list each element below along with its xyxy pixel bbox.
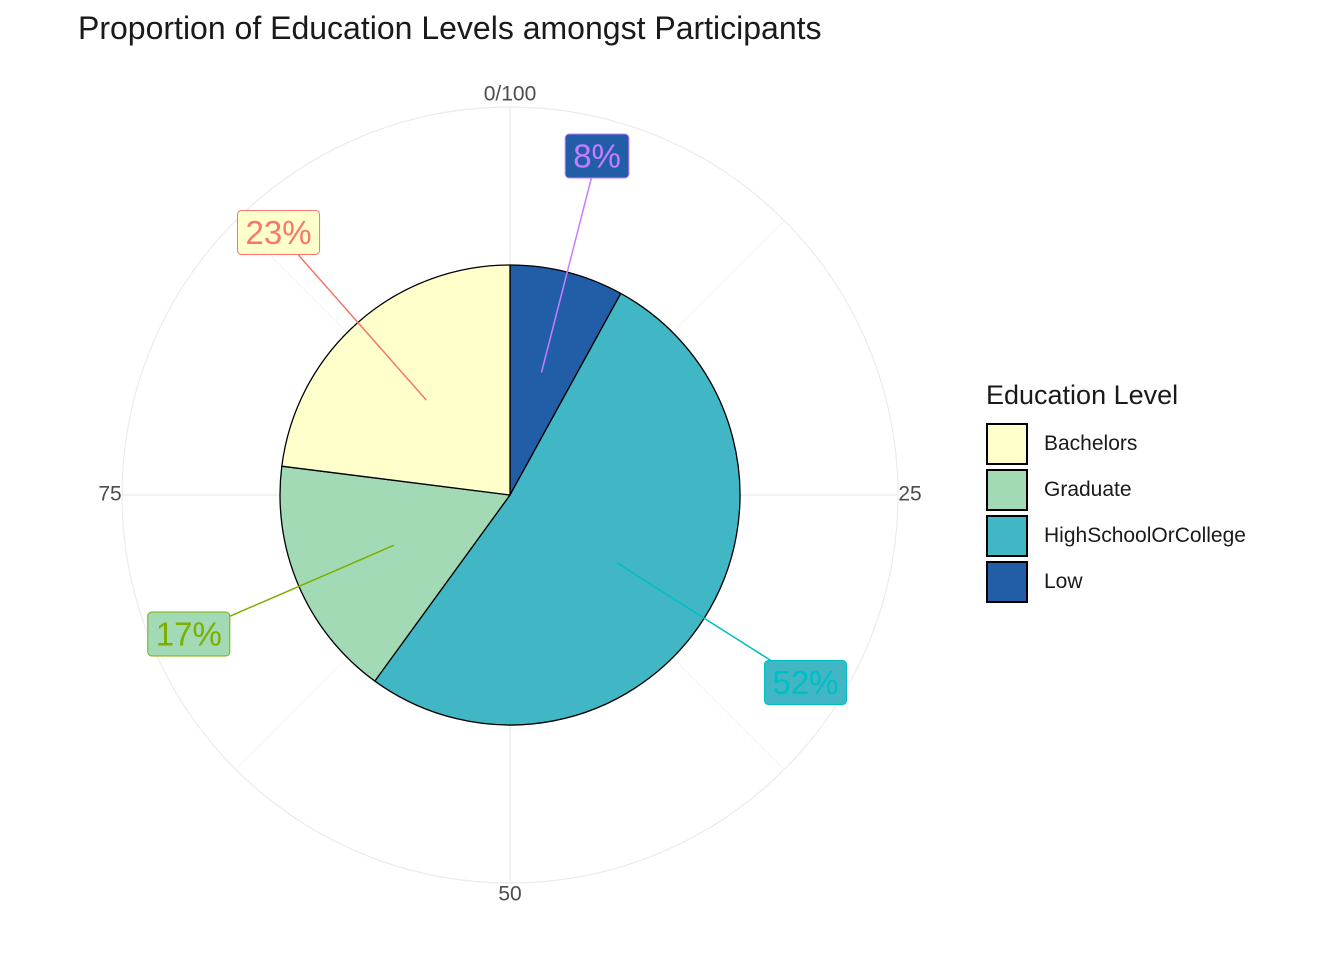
legend-key <box>986 515 1028 557</box>
pie-slices <box>279 264 741 726</box>
theta-tick-label: 50 <box>498 883 521 906</box>
data-label-low: 8% <box>564 133 630 179</box>
legend-key <box>986 561 1028 603</box>
data-labels: 8% 52% 17% 23% <box>147 133 848 706</box>
legend-items: Bachelors Graduate HighSchoolOrCollege Low <box>986 421 1246 605</box>
legend-label: HighSchoolOrCollege <box>1044 524 1246 547</box>
data-label-box <box>564 133 630 179</box>
data-label-graduate: 17% <box>147 611 231 657</box>
pie-slice-bachelors <box>281 264 511 496</box>
legend: Education Level Bachelors Graduate HighSch… <box>986 380 1246 605</box>
theta-tick-label: 75 <box>98 483 121 506</box>
legend-key <box>986 423 1028 465</box>
data-label-bachelors: 23% <box>237 209 321 255</box>
legend-title: Education Level <box>986 380 1179 410</box>
legend-item-graduate: Graduate <box>986 467 1246 513</box>
data-label-text: 23% <box>246 214 312 251</box>
data-label-text: 52% <box>772 664 838 701</box>
legend-item-bachelors: Bachelors <box>986 421 1246 467</box>
data-label-highschoolorcollege: 52% <box>763 660 848 706</box>
data-label-text: 17% <box>156 616 222 653</box>
legend-label: Low <box>1044 570 1083 593</box>
theta-tick-label: 25 <box>898 483 921 506</box>
leader-line <box>277 231 427 401</box>
legend-item-low: Low <box>986 559 1246 605</box>
data-label-text: 8% <box>573 137 621 174</box>
theta-tick-label: 0/100 <box>484 83 537 106</box>
legend-label: Bachelors <box>1044 432 1138 455</box>
legend-key <box>986 469 1028 511</box>
theta-tick-labels: 0/100 25 50 75 <box>98 83 921 906</box>
leader-line <box>540 155 598 373</box>
data-label-box <box>237 209 321 255</box>
data-label-box <box>763 660 848 706</box>
legend-item-highschoolorcollege: HighSchoolOrCollege <box>986 513 1246 559</box>
chart-title: Proportion of Education Levels amongst P… <box>78 10 822 46</box>
legend-label: Graduate <box>1044 478 1132 501</box>
data-label-box <box>147 611 231 657</box>
